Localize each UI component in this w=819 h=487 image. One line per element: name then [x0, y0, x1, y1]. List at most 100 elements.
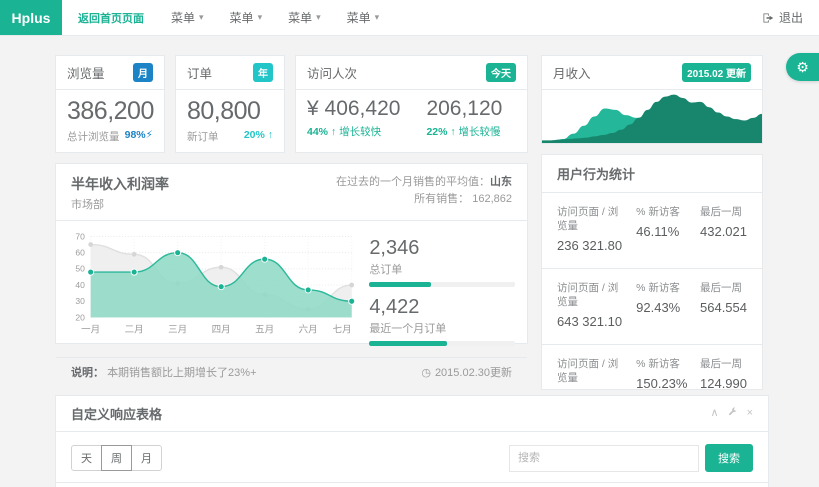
behavior-row: 访问页面 / 浏览量 436 547.20 % 新访客 150.23% 最后一周 12…	[542, 345, 762, 390]
main-content: 浏览量 月 386,200 总计浏览量 98%⚡ 订单 年	[0, 36, 819, 390]
tab-month[interactable]: 月	[131, 445, 162, 471]
revenue-panel: 半年收入利润率 市场部 在过去的一个月销售的平均值：山东 所有销售： 162,8…	[55, 163, 528, 379]
svg-text:二月: 二月	[125, 325, 144, 336]
card-title: 访问人次	[307, 67, 358, 81]
caret-down-icon: ▾	[199, 12, 204, 22]
orders-stat: 20% ↑	[243, 129, 273, 141]
panel-subtitle: 市场部	[71, 199, 104, 211]
svg-text:五月: 五月	[255, 325, 274, 336]
panel-title: 自定义响应表格	[71, 407, 163, 422]
visits-label: 访问页面 / 浏览量	[557, 281, 619, 309]
svg-text:50: 50	[75, 264, 85, 274]
period-button-group: 天 周 月	[71, 445, 162, 471]
logout-button[interactable]: 退出	[762, 9, 803, 26]
new-visitors-value: 150.23%	[636, 375, 688, 390]
new-visitors-value: 46.11%	[636, 224, 680, 240]
arrow-up-icon: ↑	[330, 126, 337, 138]
visits-note-2: 22% ↑ 增长较慢	[426, 126, 501, 138]
sales-summary: 在过去的一个月销售的平均值：山东 所有销售： 162,862	[336, 176, 512, 205]
clock-icon: ◷	[421, 366, 431, 379]
updated-stamp: ◷ 2015.02.30更新	[421, 366, 512, 380]
period-badge: 今天	[486, 63, 516, 82]
card-title: 月收入	[553, 67, 591, 81]
brand-logo[interactable]: Hplus	[0, 0, 62, 35]
month-orders-progress	[369, 341, 515, 346]
stat-card-income: 月收入 2015.02 更新	[541, 55, 763, 144]
views-stat: 98%⚡	[124, 129, 153, 141]
close-icon[interactable]: ×	[746, 407, 753, 419]
orders-label: 新订单	[187, 131, 219, 143]
top-navbar: Hplus 返回首页页面 菜单 ▾ 菜单 ▾ 菜单 ▾ 菜单 ▾ 退出	[0, 0, 819, 36]
projects-table: 项目 进度 任务 日期 操作 米莫说 | MiMO Show 20% 2014.…	[56, 482, 768, 487]
views-label: 总计浏览量	[67, 131, 120, 143]
svg-text:四月: 四月	[212, 325, 231, 336]
stat-card-orders: 订单 年 80,800 新订单 20% ↑	[175, 55, 285, 153]
stat-card-views: 浏览量 月 386,200 总计浏览量 98%⚡	[55, 55, 165, 153]
svg-text:60: 60	[75, 248, 85, 258]
visits-value-1: ¥ 406,420	[307, 97, 401, 120]
last-week-label: 最后一周	[700, 281, 742, 294]
theme-settings-button[interactable]: ⚙	[786, 53, 819, 81]
tab-week[interactable]: 周	[101, 445, 132, 471]
card-title: 浏览量	[67, 67, 105, 81]
total-orders-progress	[369, 282, 515, 287]
caret-down-icon: ▾	[374, 12, 380, 22]
svg-text:40: 40	[75, 280, 85, 290]
visits-note-1: 44% ↑ 增长较快	[307, 126, 382, 138]
month-orders-value: 4,422	[369, 296, 420, 318]
col-header-task: 任务	[505, 482, 563, 487]
search-button[interactable]: 搜索	[705, 444, 753, 472]
visits-value: 236 321.80	[557, 238, 623, 254]
new-visitors-label: % 新访客	[636, 357, 680, 370]
panel-title: 用户行为统计	[557, 167, 636, 182]
behavior-panel: 用户行为统计 访问页面 / 浏览量 236 321.80 % 新访客 46.11% …	[541, 154, 763, 390]
logout-label: 退出	[778, 11, 803, 25]
new-visitors-label: % 新访客	[636, 206, 680, 218]
views-value: 386,200	[67, 97, 154, 125]
home-link[interactable]: 返回首页页面	[78, 12, 144, 25]
svg-text:六月: 六月	[299, 324, 318, 336]
arrow-up-icon: ↑	[267, 129, 273, 141]
collapse-icon[interactable]: ∧	[710, 407, 719, 419]
bolt-icon: ⚡	[145, 129, 153, 141]
last-week-value: 564.554	[700, 300, 747, 316]
nav-menu-label: 菜单	[171, 11, 196, 25]
svg-text:70: 70	[75, 231, 85, 241]
caret-down-icon: ▾	[316, 12, 321, 22]
svg-text:20: 20	[75, 312, 85, 322]
custom-table-panel: 自定义响应表格 ∧ × 天 周 月 搜索 项目 进度	[55, 395, 769, 487]
last-week-label: 最后一周	[700, 357, 742, 370]
updated-badge: 2015.02 更新	[682, 63, 751, 82]
arrow-up-icon: ↑	[450, 126, 456, 138]
svg-text:七月: 七月	[333, 325, 352, 336]
new-visitors-value: 92.43%	[636, 300, 681, 316]
nav-menu-label: 菜单	[288, 11, 313, 25]
nav-menu-2[interactable]: 菜单 ▾	[217, 9, 276, 26]
orders-value: 80,800	[187, 97, 261, 125]
col-header-project: 项目	[56, 482, 443, 487]
stat-card-visits: 访问人次 今天 ¥ 406,420 44% ↑ 增长较快 206,120 22%…	[295, 55, 528, 153]
total-orders-value: 2,346	[369, 237, 420, 259]
new-visitors-label: % 新访客	[636, 281, 680, 294]
month-orders-label: 最近一个月订单	[369, 323, 447, 335]
total-orders-label: 总订单	[369, 264, 403, 276]
behavior-row: 访问页面 / 浏览量 236 321.80 % 新访客 46.11% 最后一周 432…	[542, 193, 762, 269]
svg-text:三月: 三月	[168, 325, 187, 336]
caret-down-icon: ▾	[257, 12, 263, 22]
col-header-operation: 操作	[703, 482, 768, 487]
footnote: 说明： 本期销售额比上期增长了23%+	[71, 367, 257, 379]
visits-value: 436 547.20	[557, 389, 622, 390]
tab-day[interactable]: 天	[71, 445, 102, 471]
nav-menu-1[interactable]: 菜单 ▾	[158, 9, 217, 26]
income-sparkline-chart	[542, 94, 762, 143]
search-input[interactable]	[509, 444, 699, 472]
last-week-value: 124.990	[700, 375, 747, 390]
wrench-icon[interactable]	[728, 407, 738, 420]
period-badge: 月	[133, 63, 153, 82]
sign-out-icon	[763, 13, 774, 22]
nav-menu-3[interactable]: 菜单 ▾	[275, 9, 334, 26]
nav-menu-4[interactable]: 菜单 ▾	[334, 9, 393, 26]
svg-text:30: 30	[75, 296, 85, 306]
visits-value: 643 321.10	[557, 314, 623, 330]
behavior-row: 访问页面 / 浏览量 643 321.10 % 新访客 92.43% 最后一周 564…	[542, 269, 762, 345]
